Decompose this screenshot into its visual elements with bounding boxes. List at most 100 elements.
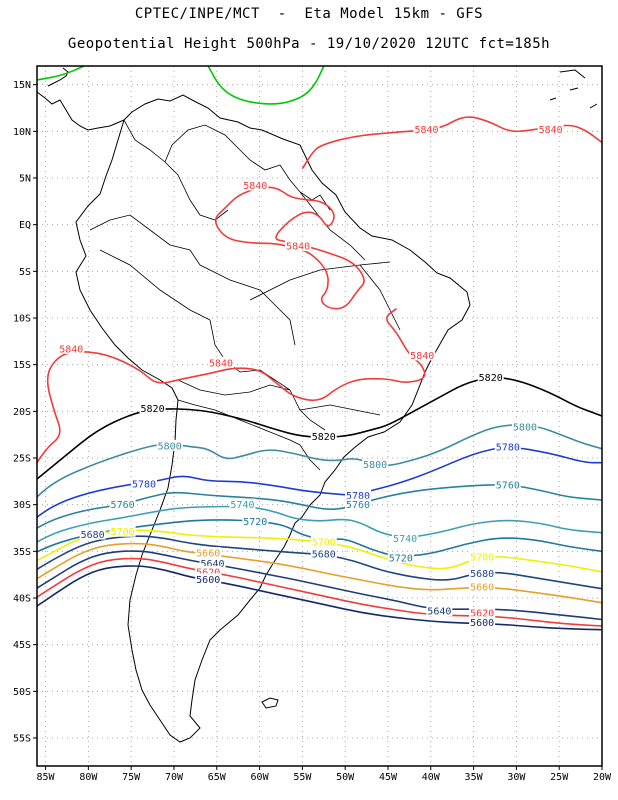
axis-labels: 15N 10N 5N EQ 5S 10S 15S 20S 25S 30S 35S 40S 45S 50S 5… [13, 80, 612, 783]
contour-label-bg [469, 567, 496, 579]
lat-tick-label: 35S [13, 547, 31, 558]
contour-5860 [207, 66, 325, 105]
lat-tick-label: 40S [13, 594, 31, 605]
contour-label-5840: 5840 [414, 125, 438, 136]
contour-label-5700: 5700 [312, 538, 336, 549]
lon-tick-label: 85W [37, 772, 56, 783]
contour-label-5760: 5760 [346, 500, 370, 511]
lon-tick-label: 55W [293, 772, 312, 783]
lat-tick-label: 20S [13, 407, 31, 418]
contour-label-bg [109, 525, 136, 537]
contour-label-5700: 5700 [470, 552, 494, 563]
contour-label-bg [392, 532, 419, 544]
contour-label-5840: 5840 [410, 351, 434, 362]
title-line-1: CPTEC/INPE/MCT - Eta Model 15km - GFS [134, 6, 484, 22]
caribbean-islands [549, 69, 598, 109]
contour-label-5660: 5660 [470, 582, 494, 593]
south-america-coastline [47, 67, 471, 743]
lon-tick-label: 40W [422, 772, 441, 783]
contour-5760 [37, 484, 602, 529]
contour-label-5600: 5600 [470, 618, 494, 629]
contour-label-5740: 5740 [393, 534, 417, 545]
contour-label-5840: 5840 [243, 181, 267, 192]
contour-label-bg [195, 547, 222, 559]
lat-lon-grid [37, 66, 603, 766]
contour-labels: 5840 5840 5840 5840 5840 5840 5840 5820 5820 5820… [58, 123, 564, 629]
lat-tick-label: 5N [19, 174, 31, 185]
contour-label-5680: 5680 [470, 569, 494, 580]
contour-5640 [37, 550, 602, 621]
contour-label-bg [310, 430, 337, 442]
map-frame [36, 65, 603, 767]
contour-label-5820: 5820 [479, 373, 503, 384]
contour-label-bg [511, 421, 538, 433]
contour-label-bg [362, 458, 389, 470]
lat-tick-label: 10N [13, 127, 31, 138]
contour-label-bg [469, 606, 496, 618]
contour-label-5760: 5760 [111, 500, 135, 511]
lon-tick-label: 80W [79, 772, 98, 783]
contour-label-5800: 5800 [513, 423, 537, 434]
contour-5620 [37, 557, 602, 627]
contour-label-5700: 5700 [111, 527, 135, 538]
lat-tick-label: 25S [13, 454, 31, 465]
contour-label-5680: 5680 [312, 550, 336, 561]
contour-label-bg [242, 179, 269, 191]
contour-label-5660: 5660 [196, 549, 220, 560]
lat-tick-label: 15S [13, 360, 31, 371]
lon-tick-label: 35W [465, 772, 484, 783]
contour-label-bg [195, 565, 222, 577]
contour-label-5780: 5780 [346, 491, 370, 502]
contour-label-bg [469, 580, 496, 592]
contour-label-5780: 5780 [132, 480, 156, 491]
lat-tick-label: 15N [13, 80, 31, 91]
contour-5780 [37, 446, 602, 519]
contour-5740 [37, 505, 602, 543]
lat-tick-label: 45S [13, 640, 31, 651]
contour-label-bg [413, 123, 440, 135]
contour-label-bg [310, 536, 337, 547]
contour-label-bg [229, 498, 256, 510]
lat-tick-label: 55S [13, 734, 31, 745]
contour-label-5720: 5720 [389, 553, 413, 564]
lon-tick-label: 70W [165, 772, 184, 783]
contour-label-5800: 5800 [158, 441, 182, 452]
contour-label-bg [242, 515, 269, 527]
contour-label-5840: 5840 [286, 242, 310, 253]
contour-5600 [37, 565, 602, 631]
contour-label-5840: 5840 [209, 358, 233, 369]
lon-tick-label: 45W [379, 772, 398, 783]
lat-tick-label: 30S [13, 500, 31, 511]
contour-label-bg [387, 551, 414, 563]
contour-label-5760: 5760 [496, 481, 520, 492]
contour-label-5820: 5820 [141, 404, 165, 415]
lon-tick-label: 50W [336, 772, 355, 783]
contour-label-bg [469, 550, 496, 562]
contour-5800 [37, 424, 602, 498]
contour-label-bg [285, 240, 312, 252]
lat-tick-label: EQ [19, 220, 31, 231]
contour-label-bg [345, 489, 372, 501]
contour-label-5840: 5840 [59, 344, 83, 355]
contour-label-bg [494, 440, 521, 452]
lat-tick-label: 50S [13, 687, 31, 698]
contour-5840 [37, 308, 426, 465]
contour-label-bg [477, 371, 504, 383]
contour-5720 [37, 519, 602, 557]
lon-tick-label: 25W [550, 772, 569, 783]
lat-tick-label: 10S [13, 314, 31, 325]
contour-label-bg [156, 439, 183, 451]
contour-label-5680: 5680 [81, 530, 105, 541]
contour-label-5640: 5640 [200, 559, 224, 570]
lon-tick-label: 75W [122, 772, 141, 783]
contour-label-bg [208, 356, 235, 368]
contour-5840 [214, 186, 365, 310]
contour-label-bg [537, 123, 564, 135]
central-america-coastline [37, 91, 125, 131]
contour-label-bg [199, 557, 226, 569]
contour-label-bg [195, 573, 222, 585]
contour-label-bg [345, 498, 372, 510]
contour-label-bg [79, 528, 106, 540]
country-borders [89, 119, 401, 471]
